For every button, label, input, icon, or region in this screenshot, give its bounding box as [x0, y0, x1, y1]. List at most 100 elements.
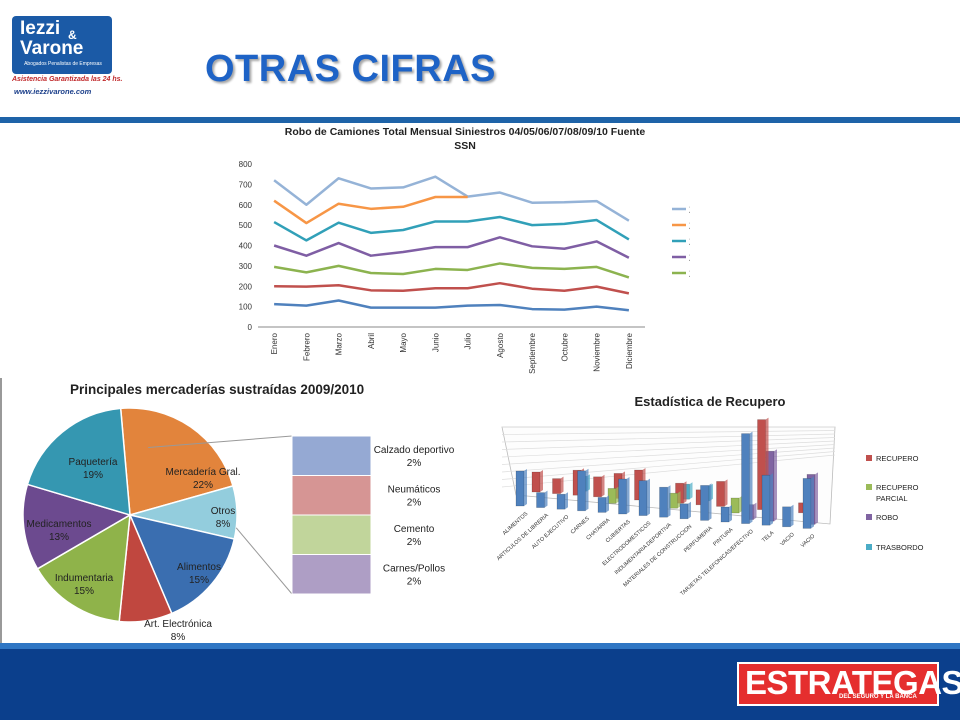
legend-label-2: PARCIAL — [876, 494, 908, 503]
legend-label: 2008 — [689, 236, 690, 248]
bar — [659, 486, 668, 518]
breakdown-segment — [291, 475, 372, 516]
pie-slices — [22, 407, 238, 623]
bar-side — [606, 495, 609, 513]
legend-label: 2006 — [689, 268, 690, 280]
bar-side — [601, 474, 605, 497]
bar — [741, 433, 750, 524]
legend-label: RECUPERO — [876, 483, 919, 492]
pie-slice-label: Otros — [211, 506, 235, 517]
breakdown-label: Cemento — [394, 524, 435, 535]
pie-slice-label: Art. Electrónica — [144, 619, 212, 630]
pie-slice-label: Indumentaria — [55, 573, 114, 584]
legend-swatch — [866, 514, 872, 520]
x-tick-label: Marzo — [335, 332, 344, 355]
pie-slice — [26, 407, 131, 517]
grid-line — [501, 433, 836, 443]
x-tick-label: Julio — [464, 332, 473, 349]
breakdown-pct: 2% — [407, 458, 422, 469]
pie-slice-pct: 15% — [189, 575, 209, 586]
bar-side — [560, 476, 564, 494]
bar — [761, 474, 771, 526]
bar — [782, 506, 791, 528]
bar-side — [544, 490, 548, 508]
grid-line — [501, 437, 836, 450]
grid-line — [501, 447, 836, 473]
estrategas-logo: ESTRATEGAS DEL SEGURO Y LA BANCA — [737, 662, 960, 706]
bar-side — [616, 486, 619, 504]
y-tick-label: 500 — [239, 221, 253, 230]
bar-side — [626, 477, 630, 514]
bar-side — [753, 502, 757, 520]
pie-slice — [36, 513, 131, 623]
y-tick-label: 700 — [239, 180, 253, 189]
bar-side — [774, 449, 777, 522]
bar — [700, 485, 709, 521]
footer-divider — [0, 643, 960, 649]
y-tick-label: 100 — [239, 303, 253, 312]
bar-side — [689, 482, 693, 500]
bar-side — [683, 481, 687, 504]
bar-chart-legend: RECUPERO RECUPERO PARCIAL ROBO TRASBORDO — [866, 454, 924, 552]
grid-line — [501, 440, 836, 458]
bar-side — [647, 478, 650, 516]
bar-side — [770, 473, 773, 526]
bar-category-label: TELA — [761, 530, 775, 544]
pie-slice-pct: 15% — [74, 586, 94, 597]
legend-label: TRASBORDO — [876, 543, 924, 552]
bar-chart-title: Estadística de Recupero — [635, 394, 786, 409]
pie-labels: Mercadería Gral. 22% Otros 8% Alimentos 15% Ar… — [26, 457, 240, 643]
bar-chart: Estadística de Recupero ALIMENTOSARTICUL… — [496, 394, 924, 597]
bar — [597, 497, 607, 513]
breakdown-pct: 2% — [407, 577, 422, 588]
pie-chart-title: Principales mercaderías sustraídas 2009/… — [70, 382, 364, 397]
x-tick-label: Septiembre — [528, 332, 537, 373]
bar-category-label: PINTURA — [712, 527, 734, 548]
pie-slice-pct: 8% — [171, 632, 186, 643]
bar-side — [565, 492, 568, 510]
bar-side — [811, 476, 814, 529]
bar — [577, 470, 586, 512]
series-line — [273, 262, 630, 279]
bar-category-label: CARNES — [570, 516, 591, 536]
bar-side — [540, 470, 543, 492]
logo-ampersand: & — [68, 28, 77, 42]
bar — [638, 480, 648, 516]
bar — [536, 492, 545, 508]
x-tick-label: Abril — [367, 333, 376, 349]
estrategas-sub: DEL SEGURO Y LA BANCA — [839, 694, 917, 700]
bar — [515, 470, 525, 507]
bar-side — [749, 431, 753, 524]
x-tick-label: Junio — [431, 332, 440, 352]
pie-slice-label: Alimentos — [177, 562, 221, 573]
bar-side — [729, 505, 732, 522]
bar — [593, 476, 602, 498]
bar-side — [815, 472, 818, 525]
breakdown-label: Carnes/Pollos — [383, 564, 445, 575]
pie-slice-pct: 13% — [49, 532, 69, 543]
connector-line — [235, 527, 293, 595]
breakdown-label: Calzado deportivo — [374, 445, 455, 456]
legend-label: 2010 — [689, 204, 690, 216]
logo-line1: Iezzi — [20, 18, 61, 39]
bar — [556, 493, 566, 510]
bar-category-label: AUTO EJECUTIVO — [531, 514, 571, 551]
pie-breakdown: Calzado deportivo 2% Neumáticos 2% Cemento 2%… — [148, 435, 455, 595]
grid-line — [501, 451, 836, 480]
left-edge-line — [0, 378, 2, 643]
page-title: OTRAS CIFRAS — [205, 48, 496, 90]
bar-side — [739, 496, 742, 513]
bar — [607, 488, 617, 504]
bar-category-label: VACIO — [800, 533, 817, 549]
bar-side — [585, 468, 589, 511]
x-tick-label: Febrero — [302, 332, 311, 361]
bar — [552, 478, 561, 494]
pie-slice-label: Medicamentos — [26, 519, 91, 530]
line-chart: Robo de Camiones Total Mensual Siniestro… — [239, 126, 690, 374]
legend-label: 2007 — [689, 252, 690, 264]
logo-subtitle: Abogados Penalistas de Empresas — [24, 61, 102, 67]
y-tick-label: 400 — [239, 242, 253, 251]
series-line — [274, 281, 630, 295]
bar-side — [524, 469, 527, 506]
x-tick-label: Octubre — [560, 332, 569, 361]
